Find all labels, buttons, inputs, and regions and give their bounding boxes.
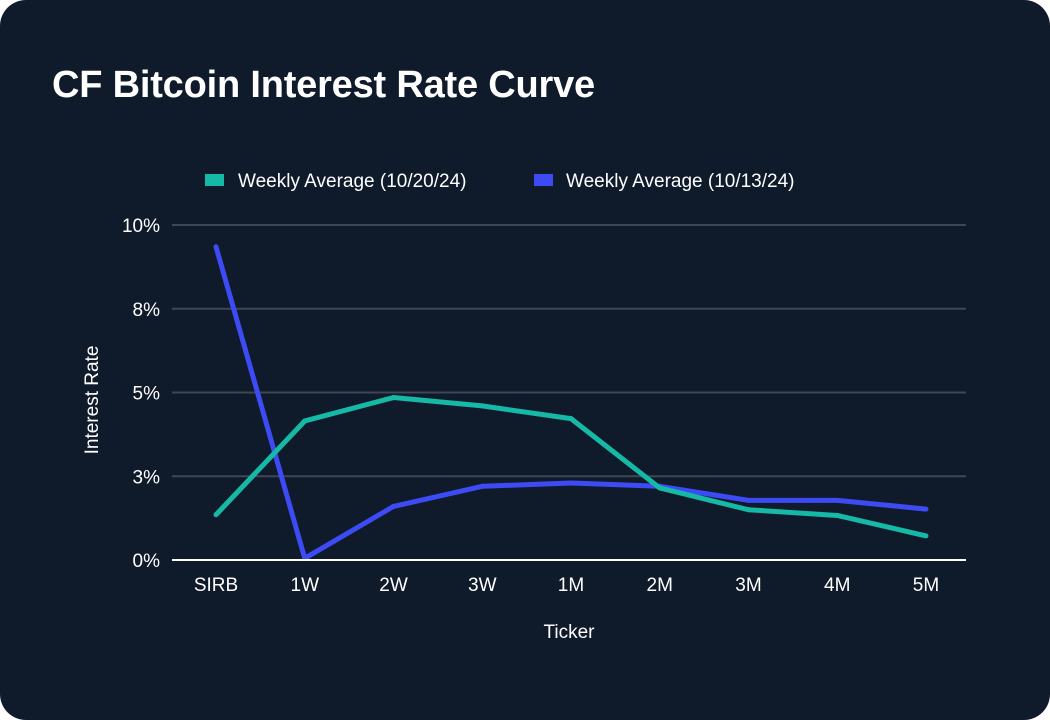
y-axis-label: Interest Rate [82, 346, 103, 455]
legend-swatch[interactable] [534, 174, 553, 186]
x-tick-label: 4M [824, 575, 850, 596]
y-tick-label: 0% [133, 551, 161, 572]
data-point [657, 485, 663, 491]
grid-lines [172, 224, 966, 478]
y-tick-label: 5% [133, 384, 161, 405]
data-point [479, 403, 485, 409]
series-line [213, 246, 927, 561]
x-tick-label: 1M [558, 575, 584, 596]
y-tick-label: 10% [122, 216, 160, 237]
y-tick-label: 3% [133, 467, 161, 488]
data-point [568, 480, 574, 486]
data-point [302, 418, 308, 424]
data-point [391, 503, 396, 509]
legend-label[interactable]: Weekly Average (10/20/24) [238, 171, 467, 192]
data-point [213, 244, 219, 250]
data-point [746, 497, 751, 503]
legend-swatch[interactable] [205, 174, 224, 186]
axes: 0% 3% 5% 8% 10% SIRB 1W 2W 3W 1M 2M 3M 4M 5M [122, 216, 966, 596]
x-tick-label: 1W [291, 575, 320, 596]
x-tick-label: SIRB [194, 575, 238, 596]
x-tick-label: 3M [735, 575, 761, 596]
data-point [746, 507, 751, 513]
data-point [568, 416, 574, 422]
data-point [213, 512, 219, 518]
data-point [923, 533, 929, 539]
data-point [391, 395, 396, 401]
legend-label[interactable]: Weekly Average (10/13/24) [566, 171, 795, 192]
data-point [834, 512, 840, 518]
x-tick-label: 3W [468, 575, 497, 596]
legend[interactable]: Weekly Average (10/20/24) Weekly Average … [205, 171, 795, 192]
data-point [923, 506, 929, 512]
series-lines [213, 244, 929, 561]
x-tick-label: 2M [647, 575, 673, 596]
x-tick-label: 2W [379, 575, 408, 596]
x-tick-label: 5M [913, 575, 939, 596]
y-tick-label: 8% [133, 300, 161, 321]
x-axis-label: Ticker [543, 622, 595, 643]
data-point [479, 483, 485, 489]
page-title: CF Bitcoin Interest Rate Curve [52, 64, 595, 106]
data-point [834, 497, 840, 503]
